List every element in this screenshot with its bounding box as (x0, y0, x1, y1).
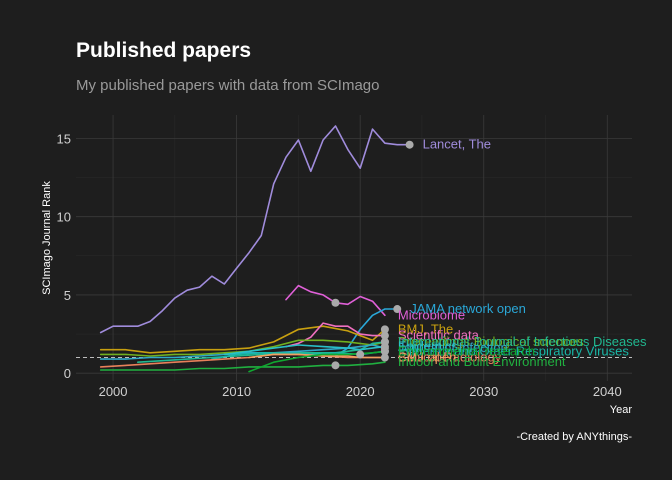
series-label: JAMA network open (410, 301, 526, 316)
series-lines (99, 125, 411, 373)
series-label: Environmental research (398, 343, 535, 358)
x-axis-ticks: 2000 2010 2020 2030 2040 (99, 384, 622, 399)
caption: -Created by ANYthings- (516, 431, 632, 443)
x-tick-label: 2030 (469, 384, 498, 399)
series-label: BMJ, The (398, 321, 453, 336)
y-axis-ticks: 0 5 10 15 (57, 131, 71, 381)
series-end-point (380, 347, 389, 356)
series-line (223, 344, 386, 356)
y-axis-title: SCImago Journal Rank (41, 181, 53, 295)
series-label: BMJ open (398, 350, 457, 365)
end-points (331, 140, 414, 370)
y-tick-label: 5 (64, 288, 71, 303)
x-tick-label: 2000 (99, 384, 128, 399)
x-axis-title: Year (610, 404, 633, 416)
series-label: Clinical Radiology (398, 350, 502, 365)
y-tick-label: 15 (57, 131, 71, 146)
series-label: Epidemics (398, 339, 458, 354)
series-label: Proceedings Biological sciences (398, 334, 584, 349)
series-label: Microbiome (398, 307, 465, 322)
series-label: Influenza and Other Respiratory Viruses (398, 343, 629, 358)
series-line (285, 322, 386, 348)
series-line (99, 325, 386, 354)
x-tick-label: 2020 (346, 384, 375, 399)
series-end-point (405, 140, 414, 149)
series-end-point (331, 361, 340, 370)
series-end-point (331, 298, 340, 307)
y-tick-label: 10 (57, 210, 71, 225)
series-end-point (380, 331, 389, 340)
series-line (248, 353, 386, 359)
series-label: Scientific data (398, 328, 480, 343)
series-end-point (393, 305, 402, 314)
series-line (334, 308, 398, 357)
series-label: Journal of Infection (398, 340, 508, 355)
series-end-point (380, 325, 389, 334)
y-tick-label: 0 (64, 366, 71, 381)
series-label: Indoor and Built Environment (398, 354, 566, 369)
x-tick-label: 2040 (593, 384, 622, 399)
series-label: International Journal of Infectious Dise… (398, 334, 647, 349)
chart-subtitle: My published papers with data from SCIma… (76, 77, 379, 94)
series-line (248, 350, 386, 373)
series-label: Lancet, The (423, 137, 491, 152)
x-tick-label: 2010 (222, 384, 251, 399)
series-line (99, 361, 386, 371)
chart-title: Published papers (76, 39, 251, 62)
series-end-point (356, 350, 365, 359)
series-line (99, 125, 411, 334)
series-end-point (380, 353, 389, 362)
